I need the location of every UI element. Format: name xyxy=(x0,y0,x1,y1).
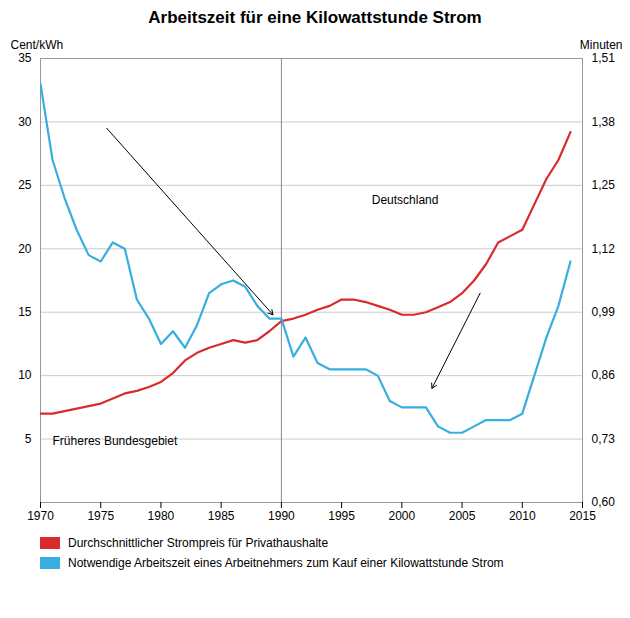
html-text:Arbeitszeit für eine Kilowatts: Arbeitszeit für eine Kilowattstunde Stro… xyxy=(148,8,482,27)
svg-text:35: 35 xyxy=(18,51,32,65)
svg-text:30: 30 xyxy=(18,115,32,129)
svg-text:2000: 2000 xyxy=(388,509,415,523)
svg-text:1,25: 1,25 xyxy=(592,178,616,192)
svg-text:0,60: 0,60 xyxy=(592,495,616,509)
svg-text:15: 15 xyxy=(18,305,32,319)
svg-text:20: 20 xyxy=(18,242,32,256)
svg-text:Deutschland: Deutschland xyxy=(372,193,439,207)
svg-text:1,51: 1,51 xyxy=(592,51,616,65)
svg-text:1970: 1970 xyxy=(27,509,54,523)
svg-text:Früheres Bundesgebiet: Früheres Bundesgebiet xyxy=(53,434,178,448)
svg-text:1,38: 1,38 xyxy=(592,115,616,129)
svg-text:2010: 2010 xyxy=(509,509,536,523)
svg-text:0,86: 0,86 xyxy=(592,368,616,382)
svg-text:10: 10 xyxy=(18,368,32,382)
svg-text:Cent/kWh: Cent/kWh xyxy=(11,38,64,52)
html-text:Notwendige Arbeitszeit eines A: Notwendige Arbeitszeit eines Arbeitnehme… xyxy=(68,556,504,570)
svg-text:1990: 1990 xyxy=(268,509,295,523)
svg-text:1975: 1975 xyxy=(87,509,114,523)
svg-text:1980: 1980 xyxy=(148,509,175,523)
svg-text:25: 25 xyxy=(18,178,32,192)
svg-text:1995: 1995 xyxy=(328,509,355,523)
html-text:Durchschnittlicher Strompreis: Durchschnittlicher Strompreis für Privat… xyxy=(68,536,329,550)
svg-text:1,12: 1,12 xyxy=(592,242,616,256)
svg-text:1985: 1985 xyxy=(208,509,235,523)
svg-text:5: 5 xyxy=(25,432,32,446)
svg-text:2015: 2015 xyxy=(569,509,596,523)
svg-text:0,73: 0,73 xyxy=(592,432,616,446)
svg-text:0,99: 0,99 xyxy=(592,305,616,319)
svg-text:2005: 2005 xyxy=(449,509,476,523)
svg-text:Minuten: Minuten xyxy=(580,38,623,52)
